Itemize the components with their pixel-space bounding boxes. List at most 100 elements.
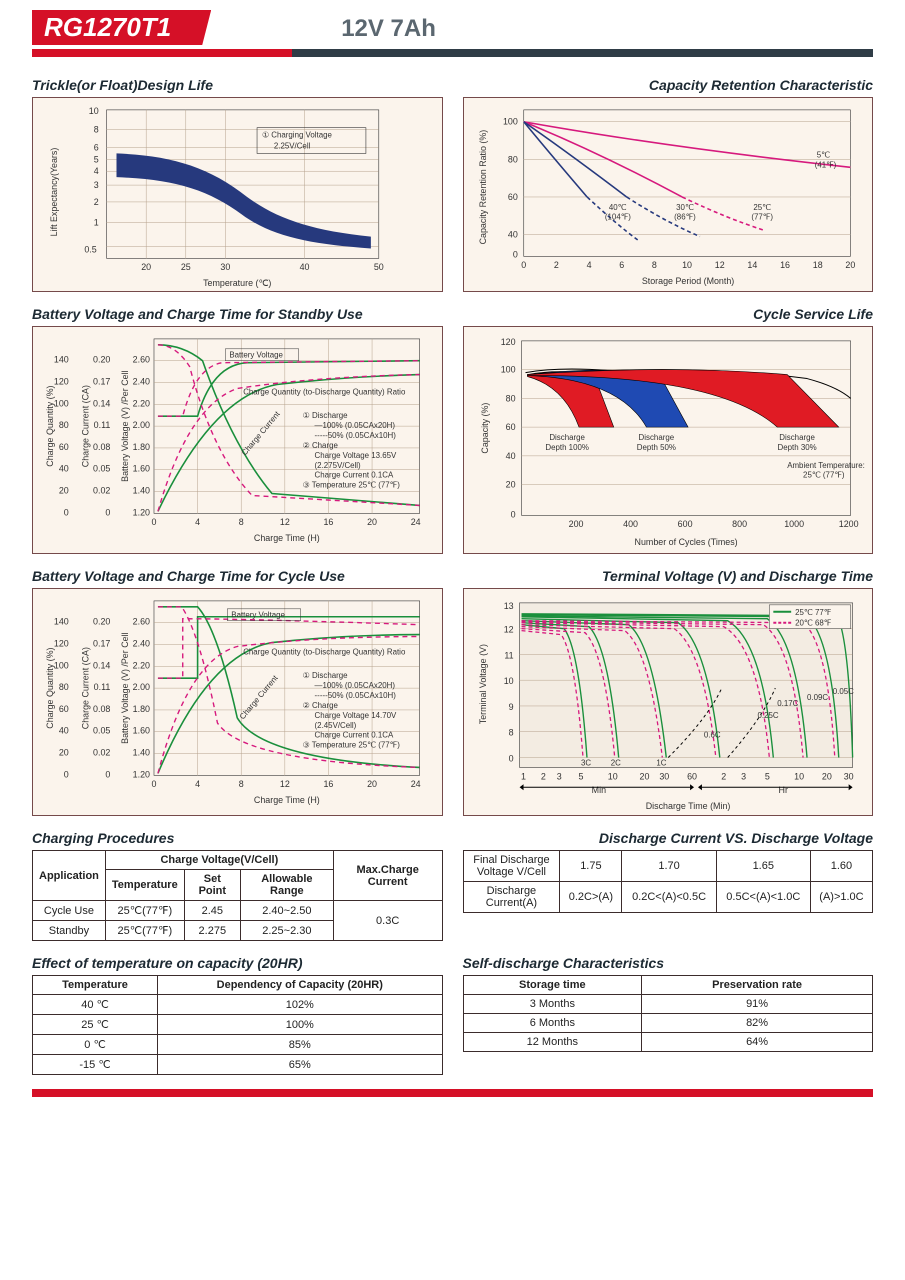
table-row: Final Discharge Voltage V/Cell 1.75 1.70… xyxy=(463,851,873,882)
svg-text:60: 60 xyxy=(505,422,515,432)
panel-cycle-charge: Battery Voltage and Charge Time for Cycl… xyxy=(32,568,443,816)
th: Temperature xyxy=(33,976,158,995)
svg-text:(104℉): (104℉) xyxy=(604,213,630,222)
svg-text:30: 30 xyxy=(843,771,853,781)
svg-text:100: 100 xyxy=(500,365,515,375)
trickle-chart: ① Charging Voltage 2.25V/Cell 10 8 6 5 4… xyxy=(32,97,443,292)
svg-text:2.40: 2.40 xyxy=(133,638,150,648)
svg-text:8: 8 xyxy=(651,260,656,270)
svg-text:1.20: 1.20 xyxy=(133,507,150,517)
th-cv-group: Charge Voltage(V/Cell) xyxy=(105,851,333,870)
svg-text:2: 2 xyxy=(721,771,726,781)
cell: 1.65 xyxy=(716,851,810,882)
svg-text:3: 3 xyxy=(556,771,561,781)
svg-text:2.00: 2.00 xyxy=(133,682,150,692)
svg-text:4: 4 xyxy=(195,517,200,527)
cell: 102% xyxy=(158,995,442,1015)
legend-25c: 25℃ 77℉ xyxy=(795,608,832,617)
cycle-xlabel: Number of Cycles (Times) xyxy=(634,537,737,547)
cell: 25℃(77℉) xyxy=(105,901,184,921)
svg-text:10: 10 xyxy=(682,260,692,270)
cycle-charge-xlabel: Charge Time (H) xyxy=(254,795,320,805)
svg-text:14: 14 xyxy=(747,260,757,270)
cell: Cycle Use xyxy=(33,901,106,921)
svg-text:Discharge: Discharge xyxy=(549,433,585,442)
svg-text:0.05: 0.05 xyxy=(93,726,110,736)
svg-text:(2.45V/Cell): (2.45V/Cell) xyxy=(315,721,357,730)
svg-text:3: 3 xyxy=(741,771,746,781)
svg-text:18: 18 xyxy=(812,260,822,270)
svg-text:③ Temperature 25℃ (77℉): ③ Temperature 25℃ (77℉) xyxy=(303,481,401,490)
svg-text:11: 11 xyxy=(504,650,513,660)
svg-text:(77℉): (77℉) xyxy=(751,213,773,222)
svg-text:2.40: 2.40 xyxy=(133,376,150,386)
cycle-life-title: Cycle Service Life xyxy=(463,306,874,322)
svg-text:Ambient Temperature:: Ambient Temperature: xyxy=(787,461,865,470)
svg-text:200: 200 xyxy=(568,519,583,529)
svg-text:—100% (0.05CAx20H): —100% (0.05CAx20H) xyxy=(315,681,396,690)
svg-text:25℃ (77℉): 25℃ (77℉) xyxy=(803,471,845,480)
svg-text:② Charge: ② Charge xyxy=(303,701,339,710)
th: Storage time xyxy=(463,976,642,995)
svg-text:12: 12 xyxy=(280,779,290,789)
cell: -15 ℃ xyxy=(33,1055,158,1075)
cell: 82% xyxy=(642,1014,873,1033)
table-row: 25 ℃100% xyxy=(33,1015,443,1035)
svg-text:1C: 1C xyxy=(656,758,666,767)
svg-text:80: 80 xyxy=(59,682,69,692)
svg-text:Depth 50%: Depth 50% xyxy=(636,443,675,452)
panel-self-discharge: Self-discharge Characteristics Storage t… xyxy=(463,955,874,1075)
svg-text:Charge Voltage 14.70V: Charge Voltage 14.70V xyxy=(315,711,397,720)
svg-text:—100% (0.05CAx20H): —100% (0.05CAx20H) xyxy=(315,421,396,430)
cycle-life-chart: Discharge Depth 100% Discharge Depth 50%… xyxy=(463,326,874,554)
svg-text:20: 20 xyxy=(505,480,515,490)
svg-text:-----50% (0.05CAx10H): -----50% (0.05CAx10H) xyxy=(315,431,397,440)
svg-text:0.20: 0.20 xyxy=(93,617,110,627)
svg-text:2.20: 2.20 xyxy=(133,398,150,408)
svg-text:② Charge: ② Charge xyxy=(303,441,339,450)
table-row: 6 Months82% xyxy=(463,1014,873,1033)
trickle-ylabel: Lift Expectancy(Years) xyxy=(49,148,59,237)
svg-text:1.40: 1.40 xyxy=(133,748,150,758)
svg-text:0.08: 0.08 xyxy=(93,704,110,714)
svg-text:Depth 30%: Depth 30% xyxy=(777,443,816,452)
svg-text:-----50% (0.05CAx10H): -----50% (0.05CAx10H) xyxy=(315,691,397,700)
svg-text:Discharge: Discharge xyxy=(638,433,674,442)
svg-text:12: 12 xyxy=(280,517,290,527)
table-row: 0 ℃85% xyxy=(33,1035,443,1055)
cell: 100% xyxy=(158,1015,442,1035)
cell: 3 Months xyxy=(463,995,642,1014)
discharge-time-chart: 25℃ 77℉ 20℃ 68℉ 3C2C1C 0.6C0.25C 0.17C0.… xyxy=(463,588,874,816)
cell: 2.40~2.50 xyxy=(240,901,333,921)
trickle-note-2: 2.25V/Cell xyxy=(274,141,311,150)
table-row: Cycle Use 25℃(77℉) 2.45 2.40~2.50 0.3C xyxy=(33,901,443,921)
svg-text:20: 20 xyxy=(59,748,69,758)
header-rule xyxy=(32,49,873,57)
cycle-charge-chart: Battery Voltage Charge Quantity (to-Disc… xyxy=(32,588,443,816)
row-4: Charging Procedures Application Charge V… xyxy=(32,830,873,941)
panel-cycle-life: Cycle Service Life Discha xyxy=(463,306,874,554)
svg-text:1.80: 1.80 xyxy=(133,704,150,714)
svg-text:20: 20 xyxy=(845,260,855,270)
cycle-charge-title: Battery Voltage and Charge Time for Cycl… xyxy=(32,568,443,584)
svg-text:1000: 1000 xyxy=(784,519,804,529)
svg-text:100: 100 xyxy=(54,398,69,408)
svg-text:10: 10 xyxy=(503,676,513,686)
page: RG1270T1 12V 7Ah Trickle(or Float)Design… xyxy=(0,0,905,1117)
row-1: Trickle(or Float)Design Life xyxy=(32,77,873,292)
cell: 25 ℃ xyxy=(33,1015,158,1035)
table-row: Discharge Current(A) 0.2C>(A) 0.2C<(A)<0… xyxy=(463,882,873,913)
svg-text:16: 16 xyxy=(323,517,333,527)
svg-text:40: 40 xyxy=(300,262,310,272)
svg-text:1.20: 1.20 xyxy=(133,769,150,779)
y2-label: Charge Current (CA) xyxy=(81,385,91,467)
svg-text:0: 0 xyxy=(105,769,110,779)
dv-table: Final Discharge Voltage V/Cell 1.75 1.70… xyxy=(463,850,874,913)
cell: 91% xyxy=(642,995,873,1014)
svg-text:0.17: 0.17 xyxy=(93,638,110,648)
svg-text:100: 100 xyxy=(54,660,69,670)
tc-title: Effect of temperature on capacity (20HR) xyxy=(32,955,443,971)
svg-text:4: 4 xyxy=(586,260,591,270)
svg-text:10: 10 xyxy=(89,106,99,116)
svg-text:0.17: 0.17 xyxy=(93,376,110,386)
